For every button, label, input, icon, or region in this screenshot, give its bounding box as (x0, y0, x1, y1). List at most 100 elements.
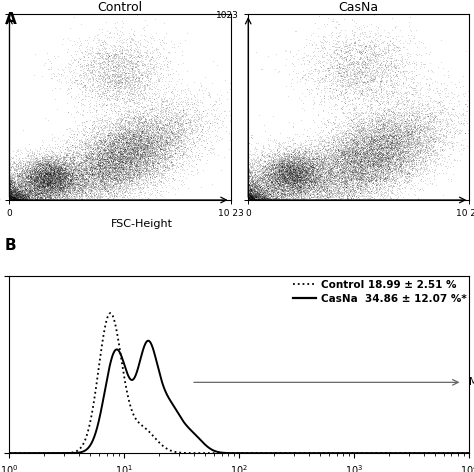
Point (77, 163, 85, 171)
Point (101, 75, 109, 83)
Point (46, 182, 54, 190)
Point (421, 155, 428, 163)
Point (346, 126, 353, 134)
Point (146, 108, 154, 116)
Point (270, 185, 278, 193)
Point (301, 167, 309, 174)
Point (390, 82, 397, 90)
Point (351, 94, 358, 101)
Point (47, 187, 55, 194)
Point (46, 172, 53, 180)
Point (302, 160, 310, 167)
Point (138, 74, 146, 82)
Point (40, 164, 47, 171)
Point (101, 150, 109, 157)
Point (410, 123, 418, 130)
Point (333, 151, 341, 159)
Point (385, 152, 393, 160)
Point (273, 182, 281, 190)
Point (398, 147, 406, 154)
Point (9, 196, 16, 203)
Point (77, 159, 85, 166)
Point (105, 115, 112, 122)
Point (392, 164, 400, 171)
Point (365, 146, 373, 154)
Point (383, 54, 391, 62)
Point (303, 145, 311, 153)
Point (363, 187, 370, 195)
Point (28, 185, 36, 193)
Point (251, 190, 258, 198)
Point (344, 66, 352, 73)
Point (128, 146, 136, 153)
Point (357, 190, 365, 197)
Point (246, 196, 254, 203)
Point (270, 161, 277, 169)
Point (121, 158, 129, 165)
Point (274, 173, 282, 181)
Point (73, 131, 81, 138)
Point (47, 175, 55, 182)
Point (128, 148, 135, 155)
Point (92, 142, 100, 149)
Point (328, 89, 336, 96)
Point (337, 71, 345, 78)
Point (129, 62, 137, 70)
Point (123, 150, 131, 158)
Point (377, 139, 384, 146)
Point (304, 146, 312, 154)
Point (10, 185, 18, 193)
Point (89, 160, 96, 168)
Point (50, 165, 57, 172)
Point (318, 160, 326, 168)
Point (125, 196, 133, 204)
Point (48, 161, 56, 169)
Point (270, 158, 278, 166)
Point (61, 184, 68, 191)
Point (15, 184, 23, 191)
Point (258, 180, 266, 187)
Point (356, 173, 364, 181)
Point (338, 168, 346, 176)
Point (32, 178, 40, 185)
Point (52, 184, 60, 192)
Point (142, 116, 149, 123)
Point (12, 190, 20, 197)
Point (9, 188, 17, 195)
Point (140, 145, 148, 153)
Point (45, 175, 52, 182)
Point (97, 138, 105, 145)
Point (438, 109, 446, 116)
Point (92, 138, 100, 146)
Point (406, 134, 413, 141)
Point (290, 176, 297, 184)
Point (410, 152, 418, 160)
Point (150, 153, 158, 160)
Point (35, 174, 42, 182)
Point (271, 172, 278, 180)
Point (423, 133, 431, 141)
Point (125, 182, 133, 190)
Point (69, 191, 77, 198)
Point (55, 196, 63, 204)
Point (273, 172, 280, 180)
Point (264, 185, 272, 193)
Point (254, 195, 262, 203)
Point (302, 163, 310, 171)
Point (28, 165, 36, 172)
Point (152, 114, 160, 121)
Point (63, 178, 71, 186)
Point (104, 169, 112, 177)
Point (47, 194, 55, 201)
Point (83, 72, 91, 79)
Point (465, 101, 473, 109)
Point (337, 165, 345, 173)
Point (333, 177, 341, 184)
Point (396, 148, 404, 156)
Point (264, 184, 272, 191)
Point (39, 161, 47, 169)
Point (172, 101, 180, 108)
Point (101, 117, 109, 124)
Point (60, 161, 68, 169)
Point (404, 149, 412, 156)
